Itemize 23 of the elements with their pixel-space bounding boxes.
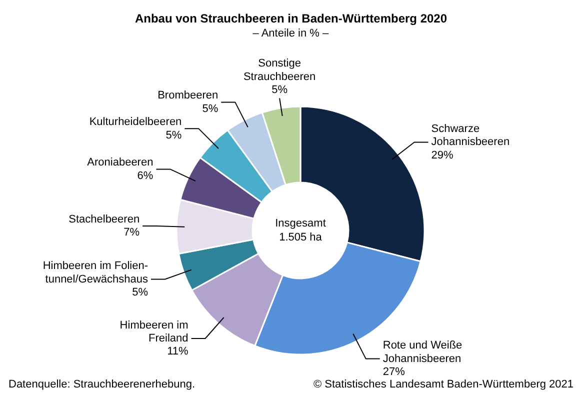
data-label: 5%: [132, 286, 148, 298]
data-label: 5%: [202, 102, 218, 115]
text: Datenquelle: Strauchbeerenerhebung.: [8, 378, 196, 390]
data-label: 29%: [431, 149, 454, 162]
data-label: 7%: [124, 226, 140, 239]
slice-label: Schwarze Johannisbeeren: [431, 123, 510, 148]
slice-label: Aroniabeeren: [87, 156, 154, 169]
data-label: 5%: [272, 84, 288, 96]
slice-label: Himbeeren im Folien- tunnel/Gewächshaus: [42, 260, 149, 286]
slice-label: Himbeeren im Freiland: [120, 319, 188, 345]
slice-label: Stachelbeeren: [68, 213, 140, 226]
slice-label: Brombeeren: [158, 90, 218, 102]
slice-label: Kulturheidelbeeren: [89, 116, 182, 128]
data-label: 6%: [137, 170, 154, 182]
slice-label: Sonstige Strauchbeeren: [243, 58, 316, 83]
data-label: 11%: [167, 346, 188, 358]
chart-title: Anbau von Strauchbeeren in Baden-Württemberg 2020: [134, 12, 448, 26]
text: © Statistisches Landesamt Baden-Württemberg 2021: [313, 378, 574, 390]
data-label: 5%: [166, 129, 182, 142]
chart-subtitle: – Anteile in % –: [252, 28, 330, 40]
data-label: 27%: [382, 366, 406, 378]
text: Insgesamt 1.505 ha: [275, 217, 326, 244]
slice-label: Rote und Weiße Johannisbeeren: [382, 340, 462, 365]
